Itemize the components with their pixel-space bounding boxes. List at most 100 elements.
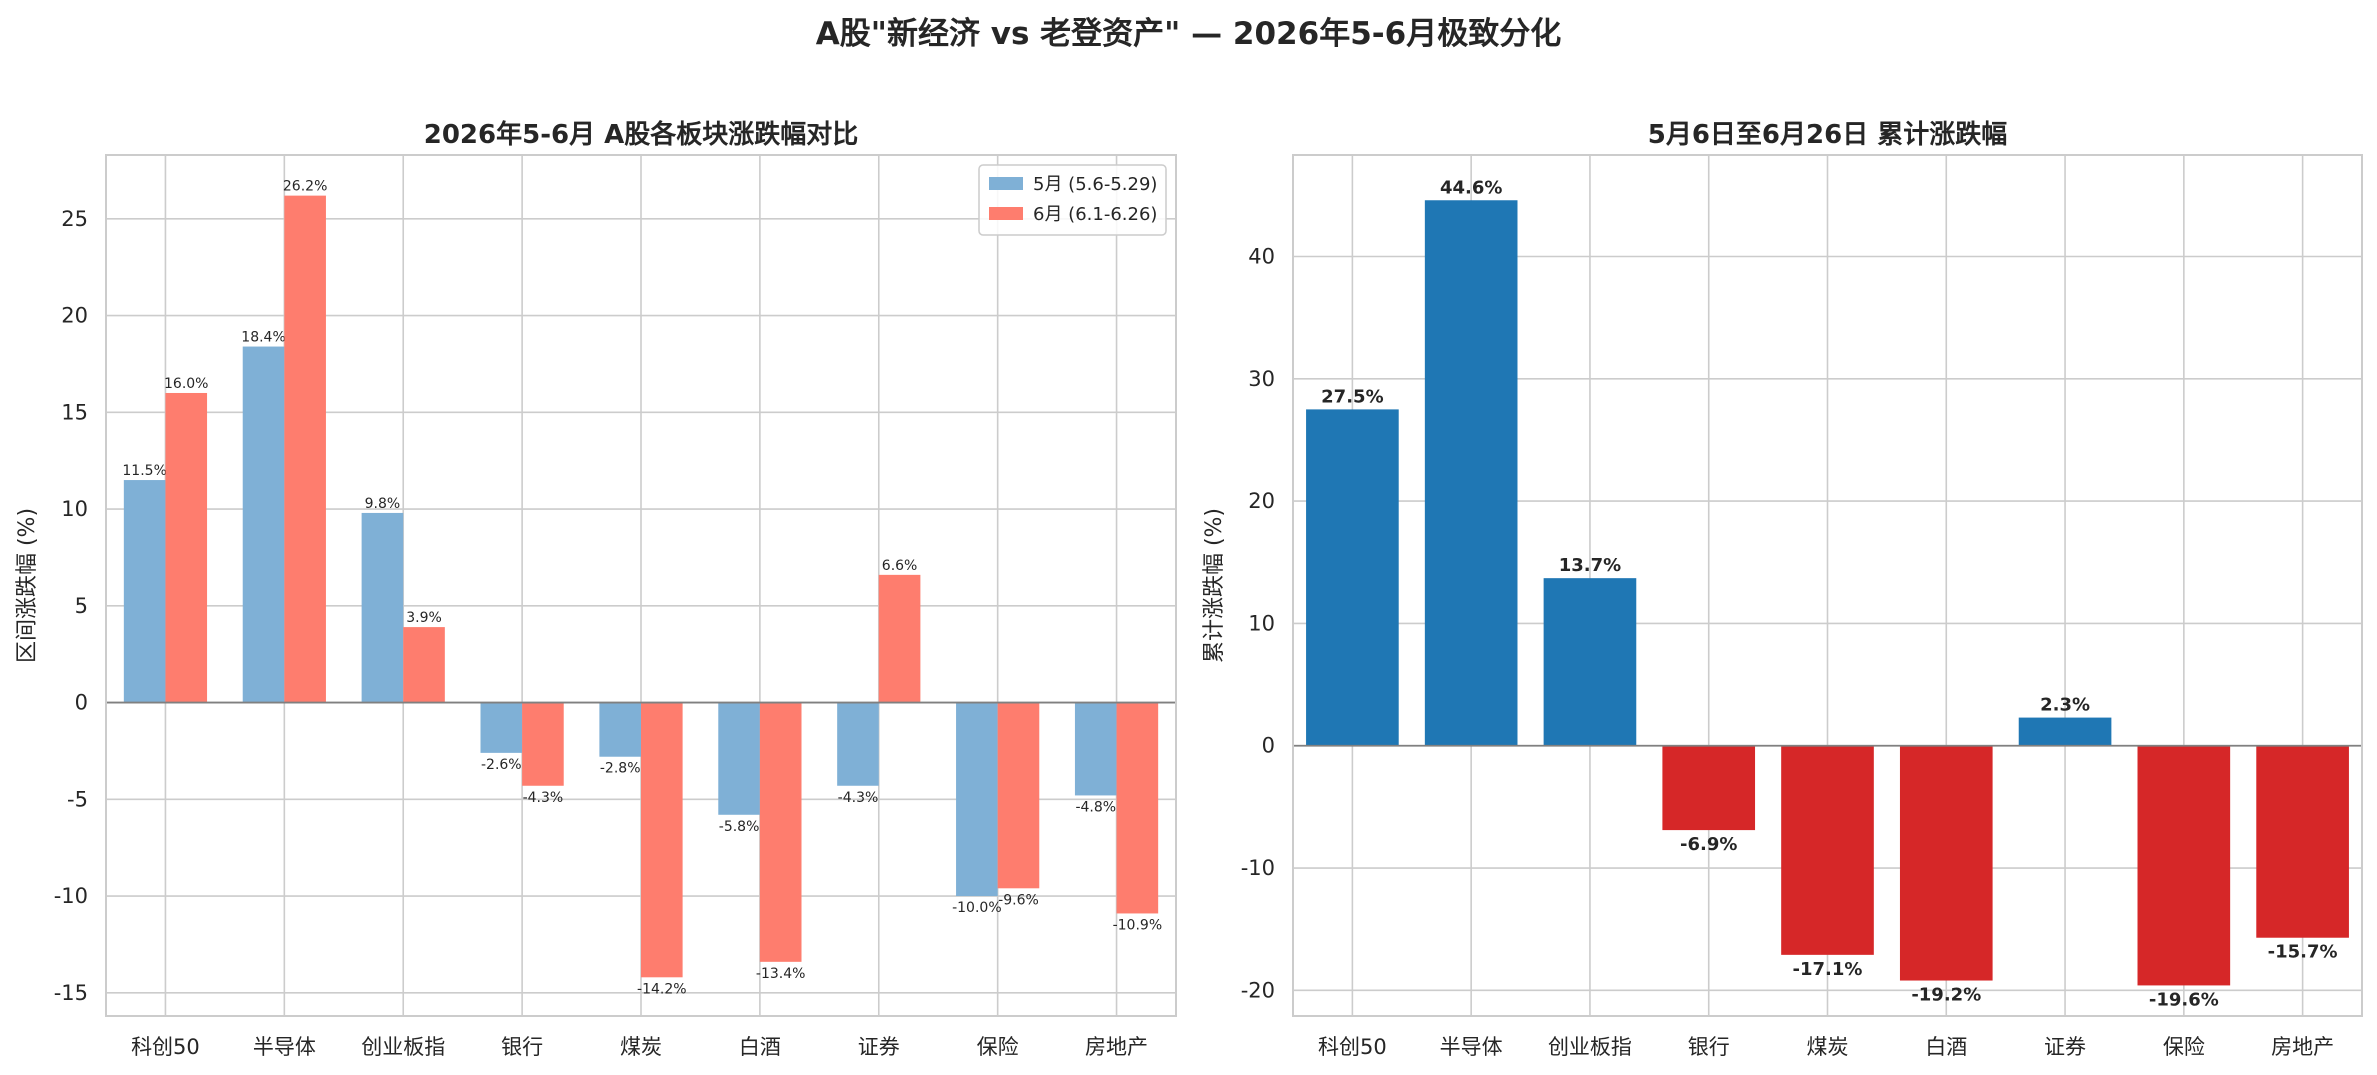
panel2-ytick-label: -20	[1241, 978, 1275, 1002]
panel2-ytick-label: 0	[1262, 734, 1275, 758]
panel2-bar	[2256, 745, 2349, 938]
panel2-ytick-label: -10	[1241, 856, 1275, 880]
panel2-xtick-label: 半导体	[1440, 1035, 1503, 1059]
panel2-y-axis-label: 累计涨跌幅 (%)	[1202, 508, 1227, 663]
panel2-bar	[1899, 745, 1993, 981]
panel2-xtick-label: 白酒	[1925, 1035, 1967, 1059]
panel1-data-label: -9.6%	[998, 892, 1039, 908]
panel1-data-label: 16.0%	[164, 376, 208, 392]
panel1-xtick-label: 保险	[977, 1035, 1019, 1059]
panel1-data-label: -10.0%	[952, 900, 1002, 916]
figure-title: A股"新经济 vs 老登资产" — 2026年5-6月极致分化	[815, 16, 1562, 52]
panel1-ytick-label: 10	[61, 497, 88, 521]
panel2-data-label: -19.2%	[1911, 985, 1981, 1006]
panel1-xtick-label: 房地产	[1085, 1035, 1148, 1059]
panel1-data-label: -5.8%	[719, 819, 760, 835]
panel1-ytick-label: -10	[54, 884, 88, 908]
panel2-bar	[2137, 745, 2231, 986]
panel2-xtick-label: 创业板指	[1548, 1035, 1632, 1059]
panel1-ytick-label: 0	[75, 691, 88, 715]
panel1-bar-s1	[599, 702, 641, 757]
panel1-bar-s2	[997, 702, 1040, 889]
panel1-ytick-label: 5	[75, 594, 88, 618]
panel1-bar-s1	[837, 702, 879, 786]
panel1-data-label: -4.3%	[523, 790, 564, 806]
panel1-ytick-label: -5	[67, 787, 88, 811]
panel1-bar-s2	[522, 702, 564, 786]
panel1-bar-s2	[284, 195, 326, 703]
panel1-axes-frame	[105, 154, 1177, 1017]
panel2-xtick-label: 银行	[1688, 1035, 1730, 1059]
panel1-bar-s1	[956, 702, 998, 897]
panel2-data-label: -15.7%	[2268, 942, 2338, 963]
panel1-xtick-label: 半导体	[253, 1035, 316, 1059]
panel2-bar	[1781, 745, 1874, 955]
panel2-data-label: -17.1%	[1793, 959, 1863, 980]
panel1-xtick-label: 银行	[501, 1035, 543, 1059]
panel2-data-label: 44.6%	[1440, 177, 1502, 198]
panel1-data-label: -13.4%	[756, 966, 806, 982]
panel1-data-label: 26.2%	[283, 179, 327, 195]
panel1-bar-s2	[165, 392, 208, 703]
panel1-bar-s2	[403, 627, 445, 703]
panel2-data-label: -6.9%	[1680, 834, 1737, 855]
panel1-bar-s2	[759, 702, 802, 962]
panel1-xtick-label: 创业板指	[361, 1035, 445, 1059]
panel1-bar-s1	[123, 480, 166, 703]
panel1-data-label: -2.6%	[481, 757, 522, 773]
panel1-data-label: 3.9%	[406, 610, 442, 626]
panel2-xtick-label: 科创50	[1318, 1035, 1387, 1059]
panel2-data-label: 27.5%	[1321, 386, 1383, 407]
panel2-bar	[1424, 200, 1518, 746]
panel2-data-label: -19.6%	[2149, 989, 2219, 1010]
panel1-bar-s2	[878, 574, 921, 703]
panel1-data-label: -4.3%	[838, 790, 879, 806]
panel1-xtick-label: 白酒	[739, 1035, 781, 1059]
panel1-bar-s1	[242, 346, 285, 703]
panel1-bar-s1	[718, 702, 760, 815]
panel1-bar-s1	[1074, 702, 1117, 796]
panel1-legend-label: 5月 (5.6-5.29)	[1033, 174, 1157, 195]
panel1-bar-s1	[480, 702, 523, 753]
panel1-xtick-label: 科创50	[131, 1035, 200, 1059]
panel2-xtick-label: 保险	[2163, 1035, 2205, 1059]
panel1-legend-box	[978, 164, 1167, 236]
panel1-xtick-label: 煤炭	[620, 1035, 662, 1059]
panel1-y-axis-label: 区间涨跌幅 (%)	[15, 508, 40, 663]
panel2-ytick-label: 40	[1248, 245, 1275, 269]
panel2-bar	[2018, 717, 2112, 746]
panel2-data-label: 13.7%	[1559, 555, 1621, 576]
panel1-ytick-label: 15	[61, 400, 88, 424]
panel2-xtick-label: 证券	[2044, 1035, 2086, 1059]
panel1-data-label: 9.8%	[365, 496, 401, 512]
panel2-bar	[1662, 745, 1756, 831]
panel1-data-label: 6.6%	[882, 558, 918, 574]
panel1-bar-s2	[1116, 702, 1159, 914]
panel1-data-label: -10.9%	[1113, 917, 1163, 933]
panel2-bar	[1306, 409, 1399, 746]
panel1-ytick-label: -15	[54, 981, 88, 1005]
panel2-axes-frame	[1292, 154, 2363, 1017]
panel2-ytick-label: 10	[1248, 611, 1275, 635]
panel1-data-label: 18.4%	[241, 330, 285, 346]
panel2-data-label: 2.3%	[2040, 695, 2090, 716]
panel1-legend-swatch	[989, 177, 1023, 190]
panel1-xtick-label: 证券	[858, 1035, 900, 1059]
panel1-bar-s2	[641, 702, 683, 978]
panel1-data-label: -2.8%	[600, 761, 641, 777]
panel2-xtick-label: 煤炭	[1807, 1035, 1849, 1059]
panel1-data-label: -14.2%	[637, 981, 687, 997]
panel2-xtick-label: 房地产	[2271, 1035, 2334, 1059]
panel2-bar	[1543, 578, 1637, 746]
panel1-bar-s1	[361, 512, 404, 703]
panel1-ytick-label: 25	[61, 207, 88, 231]
panel1-legend-label: 6月 (6.1-6.26)	[1033, 204, 1157, 225]
panel2-ytick-label: 20	[1248, 489, 1275, 513]
panel2-title: 5月6日至6月26日 累计涨跌幅	[1648, 120, 2008, 150]
panel1-data-label: 11.5%	[122, 463, 166, 479]
panel1-data-label: -4.8%	[1075, 799, 1116, 815]
panel1-ytick-label: 20	[61, 304, 88, 328]
panel1-legend-swatch	[989, 207, 1023, 220]
panel2-ytick-label: 30	[1248, 367, 1275, 391]
